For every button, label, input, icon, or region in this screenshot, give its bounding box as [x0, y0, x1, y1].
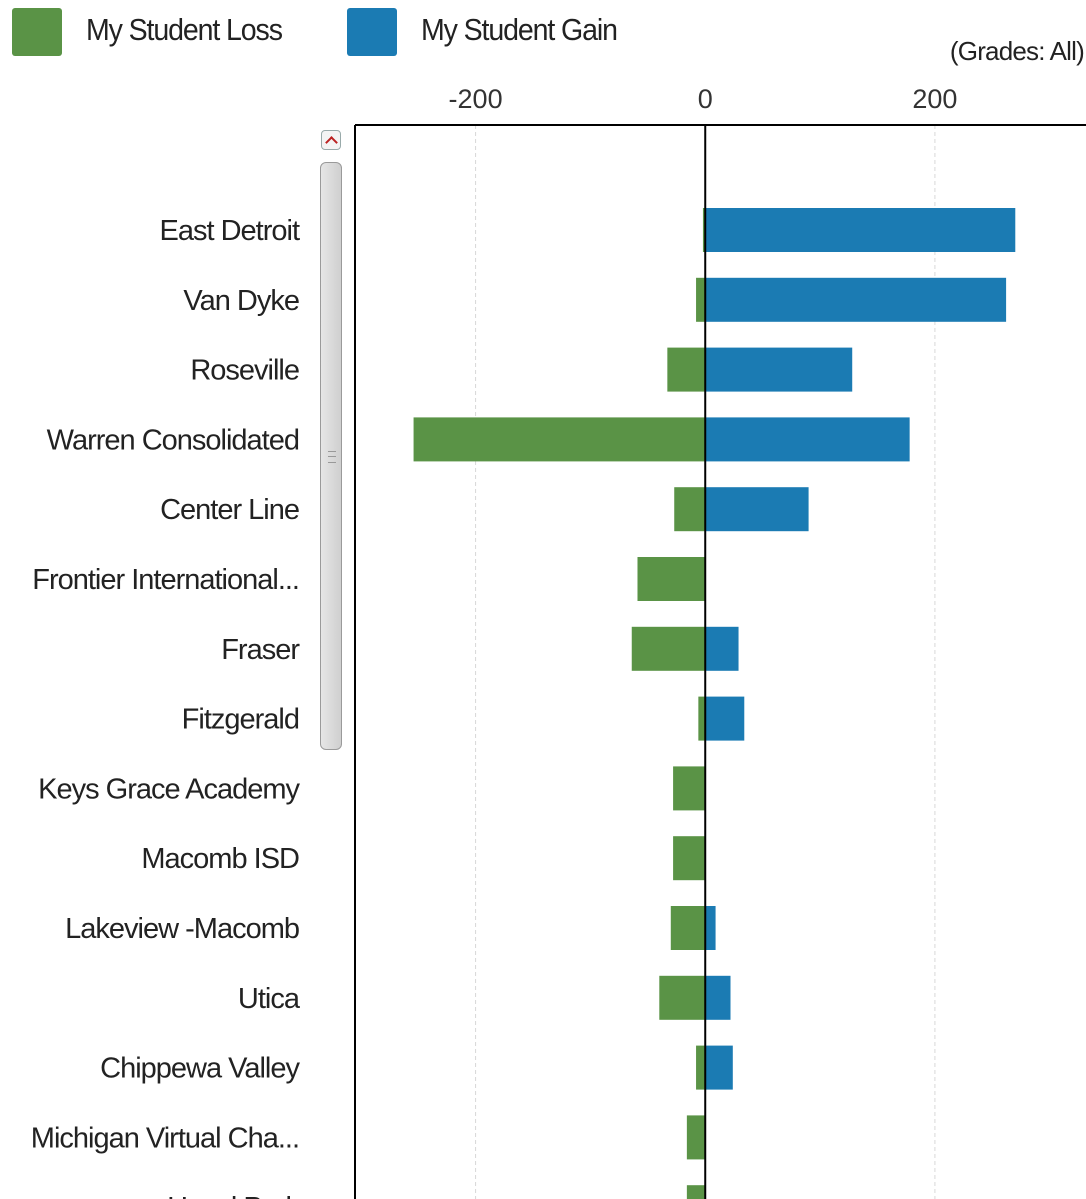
bar-student-loss[interactable]: [673, 836, 706, 881]
category-label: Hazel Park: [167, 1192, 300, 1199]
bar-student-gain[interactable]: [705, 975, 731, 1020]
category-label: East Detroit: [160, 215, 300, 247]
label-layer: -200 0 200 East Detroit Van Dyke Roseville War…: [31, 84, 958, 1199]
category-label: Utica: [238, 983, 301, 1015]
bar-student-loss[interactable]: [670, 906, 706, 950]
x-tick-label: 200: [912, 84, 957, 114]
category-label: Fitzgerald: [182, 704, 299, 736]
bar-student-loss[interactable]: [696, 277, 706, 322]
bar-student-loss[interactable]: [686, 1115, 706, 1160]
grades-filter-note: (Grades: All): [949, 36, 1085, 66]
bar-student-gain[interactable]: [705, 1045, 733, 1090]
bar-student-loss[interactable]: [696, 1045, 706, 1090]
bar-student-gain[interactable]: [705, 347, 853, 392]
bar-student-gain[interactable]: [705, 626, 739, 671]
category-label: Chippewa Valley: [100, 1053, 300, 1085]
axis-layer: [354, 124, 1086, 1199]
x-tick-label: -200: [449, 84, 503, 114]
category-label: Macomb ISD: [141, 843, 299, 875]
legend-label-gain: My Student Gain: [421, 12, 618, 47]
bar-student-gain[interactable]: [705, 417, 910, 462]
category-label: Fraser: [221, 634, 300, 666]
category-label: Van Dyke: [183, 285, 299, 317]
bar-student-loss[interactable]: [667, 347, 706, 392]
bar-student-gain[interactable]: [705, 487, 809, 532]
category-label: Center Line: [160, 494, 299, 526]
legend-label-loss: My Student Loss: [86, 12, 283, 47]
bar-student-gain[interactable]: [705, 696, 745, 741]
category-label: Keys Grace Academy: [38, 773, 300, 805]
category-label: Frontier International...: [32, 564, 299, 596]
category-label: Roseville: [190, 355, 299, 387]
category-label: Lakeview -Macomb: [65, 913, 299, 945]
bar-student-loss[interactable]: [686, 1185, 706, 1199]
scroll-up-icon[interactable]: [321, 130, 341, 150]
bar-student-loss[interactable]: [637, 557, 706, 601]
bar-student-loss[interactable]: [631, 626, 706, 671]
bar-student-gain[interactable]: [705, 277, 1007, 322]
bar-student-loss[interactable]: [413, 417, 706, 462]
x-tick-label: 0: [698, 84, 713, 114]
bar-student-loss[interactable]: [702, 208, 706, 252]
bar-student-gain[interactable]: [705, 906, 716, 950]
category-label: Warren Consolidated: [47, 424, 299, 456]
legend-swatch-loss: [12, 8, 62, 56]
scrollbar-thumb[interactable]: [320, 162, 342, 750]
grip-icon: [328, 451, 336, 463]
bar-student-loss[interactable]: [698, 696, 706, 741]
bar-student-loss[interactable]: [659, 975, 706, 1020]
vertical-scrollbar[interactable]: [319, 130, 345, 750]
bar-student-loss[interactable]: [673, 766, 706, 811]
bar-student-loss[interactable]: [674, 487, 706, 532]
bar-student-gain[interactable]: [705, 208, 1016, 252]
bar-layer: [413, 208, 1016, 1199]
legend-swatch-gain: [347, 8, 397, 56]
category-label: Michigan Virtual Cha...: [31, 1122, 299, 1154]
